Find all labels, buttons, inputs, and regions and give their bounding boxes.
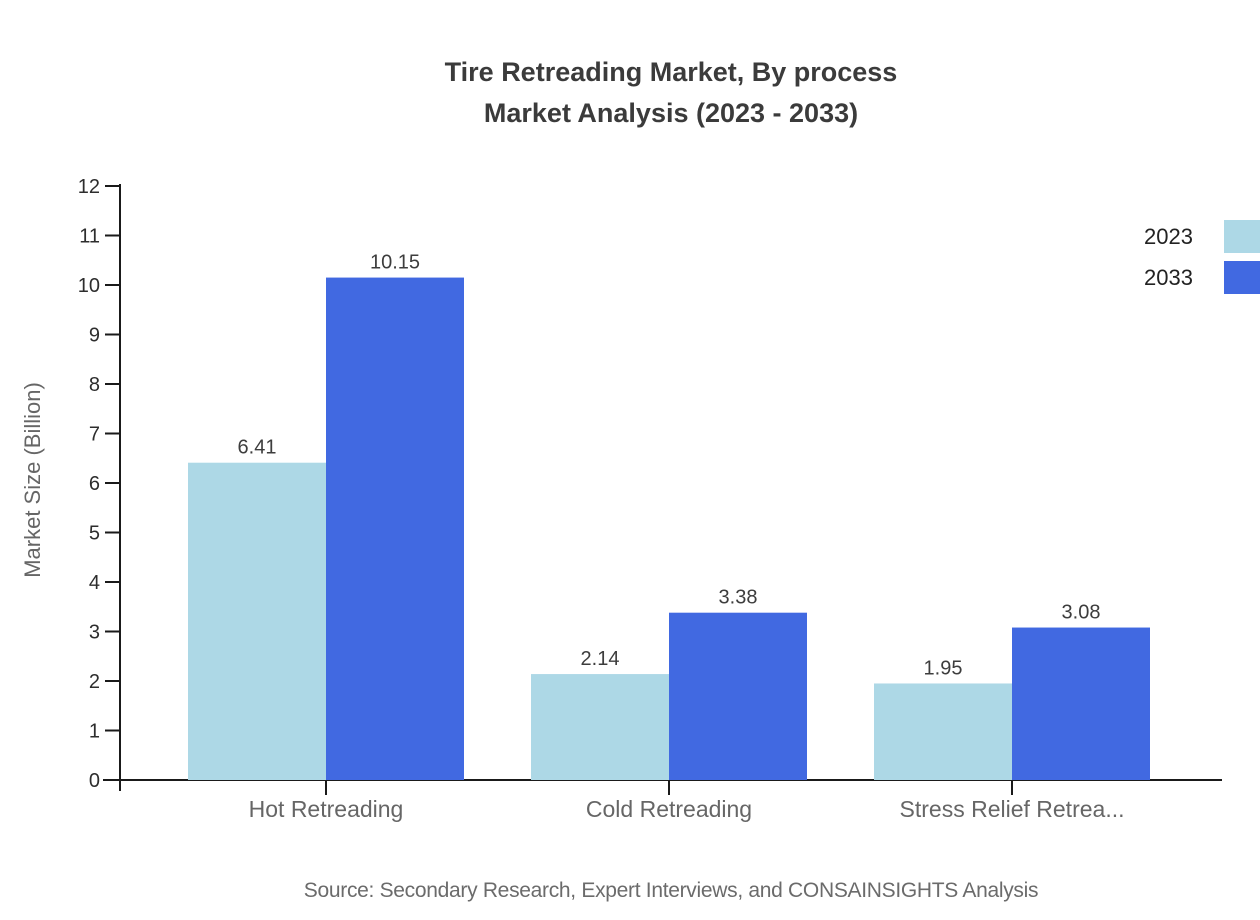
y-tick-label: 12	[78, 176, 100, 198]
legend-swatch-2023	[1224, 220, 1260, 253]
bar-2033-2	[669, 612, 807, 780]
y-tick-label: 11	[79, 226, 100, 248]
y-tick-label: 1	[89, 721, 100, 743]
bar-value-label: 1.95	[924, 657, 963, 679]
bar-value-label: 3.38	[719, 587, 758, 609]
legend-label-2023: 2023	[1144, 224, 1193, 249]
x-category-label: Hot Retreading	[249, 796, 404, 822]
bar-2023-3	[874, 683, 1012, 780]
x-category-label: Cold Retreading	[586, 796, 752, 822]
y-tick-label: 0	[89, 770, 100, 792]
chart-title: Tire Retreading Market, By process Marke…	[120, 52, 1222, 134]
bar-2033-3	[1012, 627, 1150, 780]
bar-value-label: 10.15	[370, 252, 420, 274]
legend-label-2033: 2033	[1144, 265, 1193, 290]
y-tick-label: 5	[89, 523, 100, 545]
bar-value-label: 6.41	[238, 437, 277, 459]
bar-2033-1	[326, 277, 464, 780]
y-axis-title: Market Size (Billion)	[20, 382, 45, 578]
chart-title-line1: Tire Retreading Market, By process	[444, 57, 898, 87]
y-tick-label: 4	[89, 572, 100, 594]
source-note: Source: Secondary Research, Expert Inter…	[303, 879, 1039, 902]
x-category-label: Stress Relief Retrea...	[900, 796, 1125, 822]
y-tick-label: 2	[89, 671, 100, 693]
y-tick-label: 8	[89, 374, 100, 396]
bar-2023-2	[531, 674, 669, 780]
bar-value-label: 3.08	[1062, 602, 1101, 624]
y-tick-label: 3	[89, 622, 100, 644]
chart-title-line2: Market Analysis (2023 - 2033)	[483, 98, 859, 128]
bar-2023-1	[188, 462, 326, 780]
y-tick-label: 9	[89, 325, 100, 347]
y-tick-label: 6	[89, 473, 100, 495]
y-tick-label: 7	[89, 424, 100, 446]
y-tick-label: 10	[78, 275, 100, 297]
legend-swatch-2033	[1224, 261, 1260, 294]
bar-value-label: 2.14	[581, 648, 620, 670]
